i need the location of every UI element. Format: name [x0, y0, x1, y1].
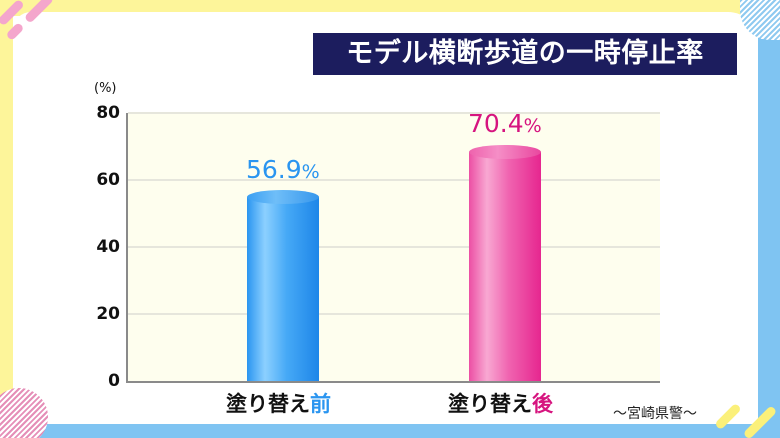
category-prefix: 塗り替え — [226, 392, 310, 416]
value-number: 56.9 — [246, 155, 302, 184]
bar-before — [247, 190, 319, 381]
category-label-after: 塗り替え後 — [448, 388, 553, 418]
chart-title: モデル横断歩道の一時停止率 — [313, 33, 737, 75]
y-tick-label: 80 — [96, 103, 120, 123]
gridline — [128, 313, 660, 315]
bar-cap — [247, 190, 319, 204]
y-tick-label: 40 — [96, 237, 120, 257]
value-label-before: 56.9% — [246, 155, 320, 184]
gridline — [128, 112, 660, 114]
bar-body — [469, 152, 541, 381]
y-axis-unit-label: (%) — [94, 81, 117, 96]
y-tick-label: 60 — [96, 170, 120, 190]
plot-area — [126, 112, 660, 383]
source-credit: 〜宮崎県警〜 — [613, 406, 697, 422]
striped-circle-decoration — [0, 388, 48, 438]
yellow-border-left — [0, 0, 13, 438]
blue-border-bottom — [0, 424, 780, 438]
bar-cap — [469, 145, 541, 159]
gridline — [128, 246, 660, 248]
category-label-before: 塗り替え前 — [226, 388, 331, 418]
y-tick-label: 20 — [96, 304, 120, 324]
category-prefix: 塗り替え — [448, 392, 532, 416]
value-number: 70.4 — [468, 109, 524, 138]
bar-body — [247, 197, 319, 381]
bar-after — [469, 145, 541, 381]
y-tick-label: 0 — [108, 371, 120, 391]
value-label-after: 70.4% — [468, 109, 542, 138]
category-suffix: 前 — [310, 392, 331, 416]
percent-sign: % — [301, 161, 320, 183]
gridline — [128, 179, 660, 181]
percent-sign: % — [523, 115, 542, 137]
category-suffix: 後 — [532, 392, 553, 416]
blue-border-right — [758, 30, 780, 438]
